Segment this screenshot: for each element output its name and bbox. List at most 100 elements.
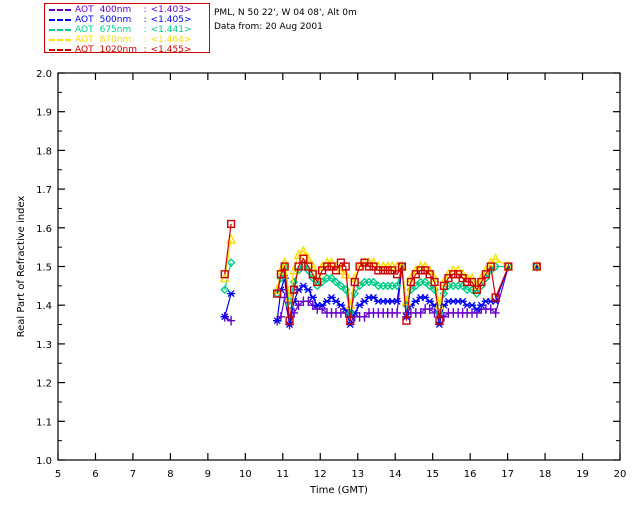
marker-plus [393, 308, 402, 318]
series-aot-1020nm [220, 219, 541, 325]
y-tick-label: 1.2 [36, 379, 52, 390]
marker-square [313, 277, 322, 287]
marker-square [491, 293, 500, 302]
x-tick-label: 16 [464, 469, 477, 480]
marker-square [425, 270, 434, 279]
marker-asterisk [317, 301, 327, 309]
marker-plus [486, 304, 495, 314]
marker-square [416, 266, 425, 275]
marker-square [374, 266, 383, 275]
x-tick-label: 18 [539, 469, 552, 480]
legend-line-swatch-icon [49, 9, 71, 11]
marker-square [486, 262, 495, 271]
marker-square [364, 262, 374, 271]
marker-square [504, 262, 513, 271]
legend-separator: : [143, 15, 147, 25]
legend-line-swatch-icon [49, 39, 71, 41]
legend-prefix: AOT [75, 45, 94, 55]
marker-triangle [490, 252, 501, 263]
x-tick-label: 20 [614, 469, 627, 480]
marker-square [220, 270, 229, 279]
marker-asterisk [355, 301, 364, 309]
marker-square [341, 262, 350, 271]
marker-plus [276, 312, 285, 322]
legend-line-swatch-icon [49, 19, 71, 21]
marker-triangle [298, 245, 309, 256]
marker-square [435, 316, 444, 325]
legend-item-675nm: AOT 675nm: <1.441> [47, 25, 209, 35]
marker-plus [491, 308, 500, 318]
marker-plus [360, 312, 369, 322]
marker-square [280, 262, 289, 271]
x-tick-label: 5 [55, 469, 61, 480]
x-tick-label: 19 [576, 469, 589, 480]
marker-asterisk [308, 293, 317, 301]
marker-square [289, 285, 299, 294]
marker-asterisk [299, 282, 308, 290]
marker-diamond [220, 285, 230, 295]
marker-diamond [226, 258, 236, 268]
marker-diamond [331, 277, 341, 287]
marker-square [379, 266, 388, 275]
x-tick-label: 6 [92, 469, 98, 480]
y-tick-label: 1.4 [36, 301, 52, 312]
legend-line-swatch-icon [49, 49, 71, 51]
legend-separator: : [143, 5, 147, 15]
y-tick-label: 1.1 [36, 417, 52, 428]
marker-square [439, 281, 449, 290]
marker-asterisk [294, 286, 303, 294]
legend-mean-value: <1.464> [150, 35, 192, 45]
legend-separator: : [143, 25, 147, 35]
marker-diamond [336, 281, 346, 291]
marker-asterisk [350, 309, 359, 317]
marker-square [299, 254, 308, 263]
series-line [224, 223, 232, 275]
x-tick-label: 11 [276, 469, 289, 480]
marker-square [383, 266, 392, 275]
y-tick-label: 1.0 [36, 456, 52, 467]
legend-prefix: AOT [75, 35, 94, 45]
legend-item-400nm: AOT 400nm: <1.403> [47, 5, 209, 15]
y-tick-label: 1.6 [36, 224, 52, 235]
marker-square [472, 285, 481, 294]
y-tick-label: 1.3 [36, 340, 52, 351]
marker-square [463, 277, 472, 287]
marker-square [294, 262, 303, 271]
marker-square [430, 277, 439, 287]
y-tick-label: 1.9 [36, 108, 52, 119]
x-tick-label: 17 [501, 469, 514, 480]
marker-diamond [317, 277, 327, 287]
site-info-line: PML, N 50 22', W 04 08', Alt 0m [214, 8, 357, 18]
marker-square [322, 262, 332, 271]
marker-asterisk [425, 297, 434, 305]
y-tick-label: 1.8 [36, 146, 52, 157]
x-tick-label: 8 [167, 469, 173, 480]
marker-square [285, 316, 294, 325]
marker-asterisk [304, 286, 313, 294]
y-tick-label: 2.0 [36, 69, 52, 80]
legend-separator: : [143, 45, 147, 55]
marker-square [273, 289, 282, 298]
x-tick-label: 12 [314, 469, 327, 480]
marker-asterisk [331, 297, 341, 305]
marker-square [477, 277, 486, 287]
x-tick-label: 15 [426, 469, 439, 480]
marker-square [308, 270, 317, 279]
y-axis-title: Real Part of Refractive index [16, 196, 27, 338]
marker-plus [294, 300, 303, 310]
marker-diamond [420, 277, 430, 287]
marker-asterisk [392, 297, 402, 305]
marker-square [397, 262, 407, 271]
marker-square [481, 270, 490, 279]
x-tick-label: 9 [205, 469, 211, 480]
marker-square [304, 262, 313, 271]
data-date-line: Data from: 20 Aug 2001 [214, 22, 323, 32]
legend: AOT 400nm: <1.403> AOT 500nm: <1.405> AOT 675nm… [44, 3, 210, 55]
marker-asterisk [272, 317, 282, 325]
x-tick-label: 10 [239, 469, 252, 480]
marker-asterisk [336, 301, 346, 309]
legend-wavelength: 870nm [99, 35, 132, 45]
marker-plus [416, 308, 425, 318]
